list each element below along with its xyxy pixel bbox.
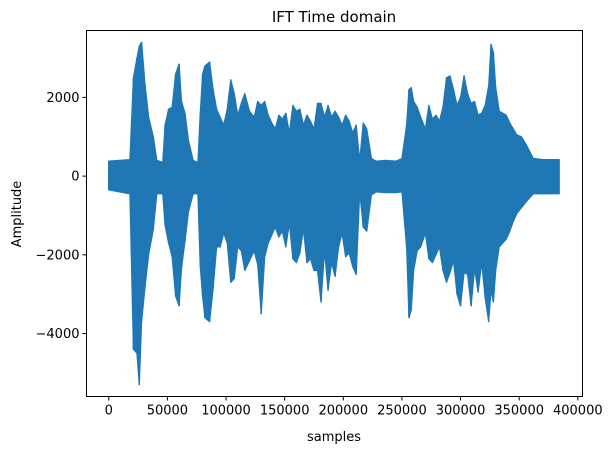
chart-title: IFT Time domain <box>272 8 396 26</box>
x-tick-label: 300000 <box>436 404 486 419</box>
y-axis: 2000 0 −2000 −4000 <box>36 91 87 342</box>
x-tick-label: 350000 <box>494 404 544 419</box>
x-tick-label: 200000 <box>318 404 368 419</box>
signal-line <box>108 42 560 385</box>
y-tick-label: −2000 <box>36 248 80 263</box>
x-tick-label: 0 <box>105 404 113 419</box>
x-tick-label: 50000 <box>147 404 188 419</box>
x-tick-label: 400000 <box>553 404 603 419</box>
y-tick-label: −4000 <box>36 327 80 342</box>
x-tick-label: 100000 <box>201 404 251 419</box>
y-tick-label: 0 <box>71 170 79 185</box>
x-axis: 0 50000 100000 150000 200000 250000 300000 3500… <box>105 396 603 419</box>
plot-frame <box>86 30 583 397</box>
x-axis-label: samples <box>307 430 361 445</box>
x-tick-label: 150000 <box>260 404 310 419</box>
y-axis-label: Amplitude <box>10 181 25 248</box>
y-tick-label: 2000 <box>46 91 79 106</box>
plot-area <box>108 41 560 386</box>
x-tick-label: 250000 <box>377 404 427 419</box>
